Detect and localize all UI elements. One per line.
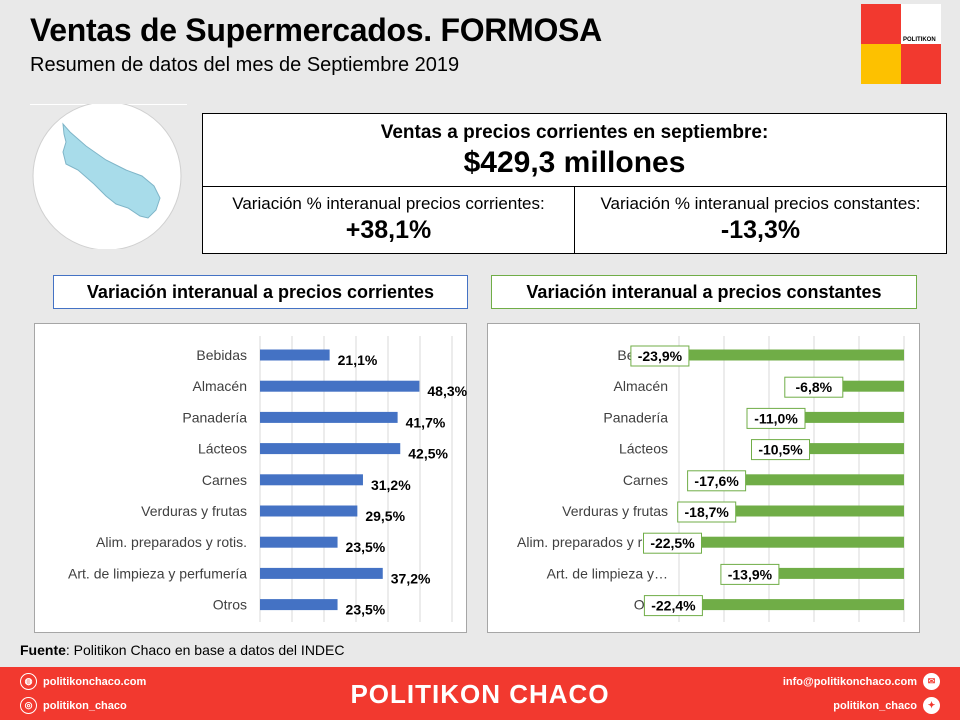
- data-label: -17,6%: [694, 473, 739, 489]
- data-label: -18,7%: [685, 504, 730, 520]
- data-label-box: [643, 595, 703, 617]
- data-label-box: [784, 376, 844, 398]
- bar: [842, 380, 904, 392]
- category-label: Lácteos: [619, 441, 668, 457]
- footer-brand: POLITIKON CHACO: [350, 679, 610, 709]
- bar: [260, 567, 383, 579]
- footer-twitter-text: politikon_chaco: [833, 699, 917, 712]
- source-label: Fuente: [20, 642, 66, 658]
- data-label-box: [630, 345, 690, 367]
- bar: [260, 380, 420, 392]
- mail-icon: ✉: [923, 673, 940, 690]
- left-panel-title: Variación interanual a precios corriente…: [53, 275, 468, 309]
- data-label: 29,5%: [365, 508, 405, 524]
- bar: [702, 599, 904, 611]
- data-label: 37,2%: [391, 570, 431, 586]
- category-label: Carnes: [202, 472, 247, 488]
- category-label: Almacén: [614, 378, 668, 394]
- bar: [260, 599, 338, 611]
- summary-left-value: +38,1%: [345, 216, 432, 244]
- bar: [260, 505, 358, 517]
- footer-instagram-text: politikon_chaco: [43, 699, 127, 712]
- bar: [809, 443, 904, 455]
- source-note: Fuente: Politikon Chaco en base a datos …: [20, 642, 345, 658]
- data-label: -11,0%: [754, 410, 798, 426]
- source-text: : Politikon Chaco en base a datos del IN…: [65, 642, 345, 658]
- logo-text: POLITIKON: [903, 37, 936, 43]
- data-label-box: [687, 470, 747, 492]
- category-label: Art. de limpieza y perfumería: [68, 565, 247, 581]
- data-label: 31,2%: [371, 477, 411, 493]
- summary-right-value: -13,3%: [720, 216, 801, 244]
- category-label: Almacén: [193, 378, 247, 394]
- category-label: Lácteos: [198, 441, 247, 457]
- data-label: -10,5%: [758, 442, 803, 458]
- bar: [260, 536, 338, 548]
- footer-instagram[interactable]: ◎ politikon_chaco: [20, 697, 127, 714]
- data-label: -6,8%: [796, 379, 833, 395]
- footer-web-text: politikonchaco.com: [43, 675, 147, 688]
- category-label: Bebidas: [196, 347, 247, 363]
- summary-left-label: Variación % interanual precios corriente…: [232, 194, 545, 213]
- category-label: Alim. preparados y rotis.: [96, 534, 247, 550]
- chart-corrientes: Bebidas 21,1% Almacén 48,3% Panadería 41,7% Lá…: [34, 323, 468, 633]
- formosa-map: [30, 101, 185, 251]
- instagram-icon: ◎: [20, 697, 37, 714]
- data-label: -13,9%: [728, 566, 773, 582]
- data-label: 48,3%: [427, 383, 467, 399]
- bar: [778, 567, 904, 579]
- bar: [805, 411, 904, 423]
- data-label-box: [746, 407, 806, 429]
- data-label: 21,1%: [338, 352, 378, 368]
- bar: [260, 349, 330, 361]
- bar: [260, 443, 401, 455]
- data-label: 23,5%: [346, 602, 386, 618]
- category-label: Alim. preparados y rotis.: [517, 534, 668, 550]
- summary-right-label: Variación % interanual precios constante…: [600, 194, 921, 213]
- data-label: -23,9%: [638, 348, 683, 364]
- chart-corrientes-svg: Bebidas 21,1% Almacén 48,3% Panadería 41,7% Lá…: [68, 336, 468, 622]
- data-label: 41,7%: [406, 414, 446, 430]
- category-label: Panadería: [182, 409, 247, 425]
- summary-main-label: Ventas a precios corrientes en septiembr…: [380, 122, 769, 143]
- page-title: Ventas de Supermercados. FORMOSA: [30, 12, 602, 48]
- bar: [260, 411, 398, 423]
- footer-email[interactable]: info@politikonchaco.com ✉: [783, 673, 940, 690]
- page-subtitle: Resumen de datos del mes de Septiembre 2…: [30, 54, 460, 76]
- bar: [260, 474, 363, 486]
- right-panel-title: Variación interanual a precios constante…: [491, 275, 917, 309]
- category-label: Otros: [213, 597, 247, 613]
- chart-constantes-svg: Bebidas-23,9%Almacén-6,8%Panadería-11,0%…: [517, 336, 905, 622]
- footer-web[interactable]: ◍ politikonchaco.com: [20, 673, 146, 690]
- summary-box: Ventas a precios corrientes en septiembr…: [202, 113, 947, 254]
- category-label: Verduras y frutas: [141, 503, 247, 519]
- summary-main-value: $429,3 millones: [463, 146, 686, 179]
- footer-email-text: info@politikonchaco.com: [782, 675, 917, 688]
- globe-icon: ◍: [20, 673, 37, 690]
- footer-bar: POLITIKON CHACO ◍ politikonchaco.com ◎ p…: [0, 667, 960, 720]
- twitter-icon: ✦: [923, 697, 940, 714]
- category-label: Carnes: [623, 472, 668, 488]
- bar: [735, 505, 904, 517]
- politikon-logo: POLITIKON: [861, 4, 941, 84]
- bar: [745, 474, 904, 486]
- chart-constantes: Bebidas-23,9%Almacén-6,8%Panadería-11,0%…: [487, 323, 920, 633]
- formosa-province-shape: [62, 122, 161, 219]
- data-label: -22,4%: [651, 598, 696, 614]
- category-label: Verduras y frutas: [562, 503, 668, 519]
- data-label: -22,5%: [650, 535, 695, 551]
- data-label-box: [720, 563, 780, 585]
- category-label: Panadería: [603, 409, 668, 425]
- bar: [688, 349, 904, 361]
- data-label-box: [677, 501, 737, 523]
- data-label-box: [643, 532, 702, 554]
- footer-twitter[interactable]: politikon_chaco ✦: [833, 697, 940, 714]
- data-label: 23,5%: [346, 539, 386, 555]
- category-label: Art. de limpieza y…: [547, 565, 668, 581]
- data-label-box: [751, 439, 810, 461]
- data-label: 42,5%: [408, 446, 448, 462]
- bar: [701, 536, 904, 548]
